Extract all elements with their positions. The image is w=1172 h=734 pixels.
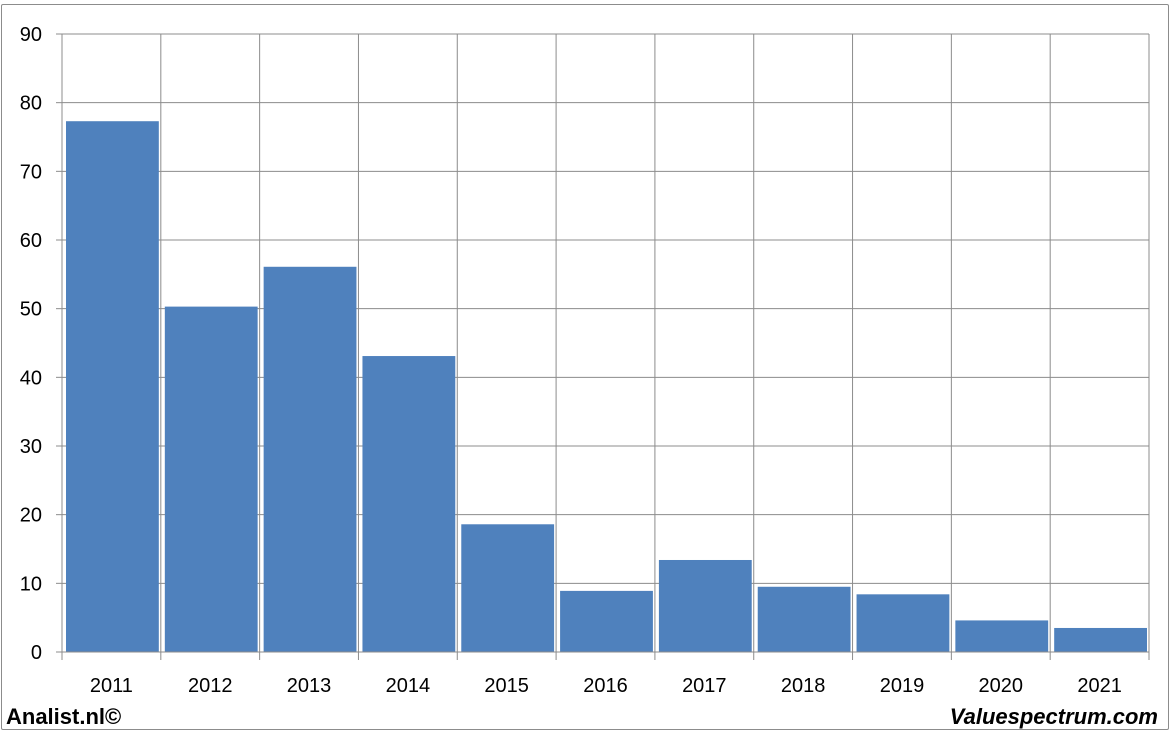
y-tick-label: 90 [20,24,42,46]
chart-frame [1,4,1169,730]
y-tick-label: 50 [20,299,42,321]
footer-source-label: Analist.nl© [6,704,122,729]
x-tick-label: 2020 [979,675,1024,697]
y-tick-label: 80 [20,93,42,115]
x-tick-label: 2019 [880,675,925,697]
y-tick-label: 0 [31,642,42,664]
bar-2013 [263,266,357,652]
x-tick-labels: 2011 2012 2013 2014 2015 2016 2017 2018 2019 2020… [90,675,1122,697]
x-tick-label: 2017 [682,675,727,697]
x-tick-label: 2012 [188,675,233,697]
y-tick-label: 60 [20,230,42,252]
y-tick-label: 10 [20,573,42,595]
y-tick-label: 30 [20,436,42,458]
y-tick-label: 20 [20,505,42,527]
y-tick-label: 70 [20,161,42,183]
bar-2020 [955,620,1049,652]
footer-brand-label: Valuespectrum.com [949,704,1158,729]
x-tick-label: 2013 [287,675,332,697]
bar-2016 [560,590,653,652]
bar-2015 [461,524,555,652]
bar-2011 [66,121,159,652]
axes [56,33,1149,660]
x-tick-label: 2014 [386,675,431,697]
x-tick-label: 2016 [583,675,628,697]
y-tick-labels: 0 10 20 30 40 50 60 70 80 90 [20,24,42,664]
x-tick-label: 2011 [90,675,133,697]
y-tick-label: 40 [20,367,42,389]
bar-2014 [362,356,456,652]
bar-2017 [658,559,752,652]
bar-2012 [164,306,258,652]
x-tick-label: 2021 [1077,675,1122,697]
bar-2019 [856,594,950,652]
x-tick-label: 2015 [484,675,529,697]
bar-2018 [757,586,851,652]
bar-2021 [1054,627,1147,652]
bars [66,121,1147,652]
x-tick-label: 2018 [781,675,826,697]
